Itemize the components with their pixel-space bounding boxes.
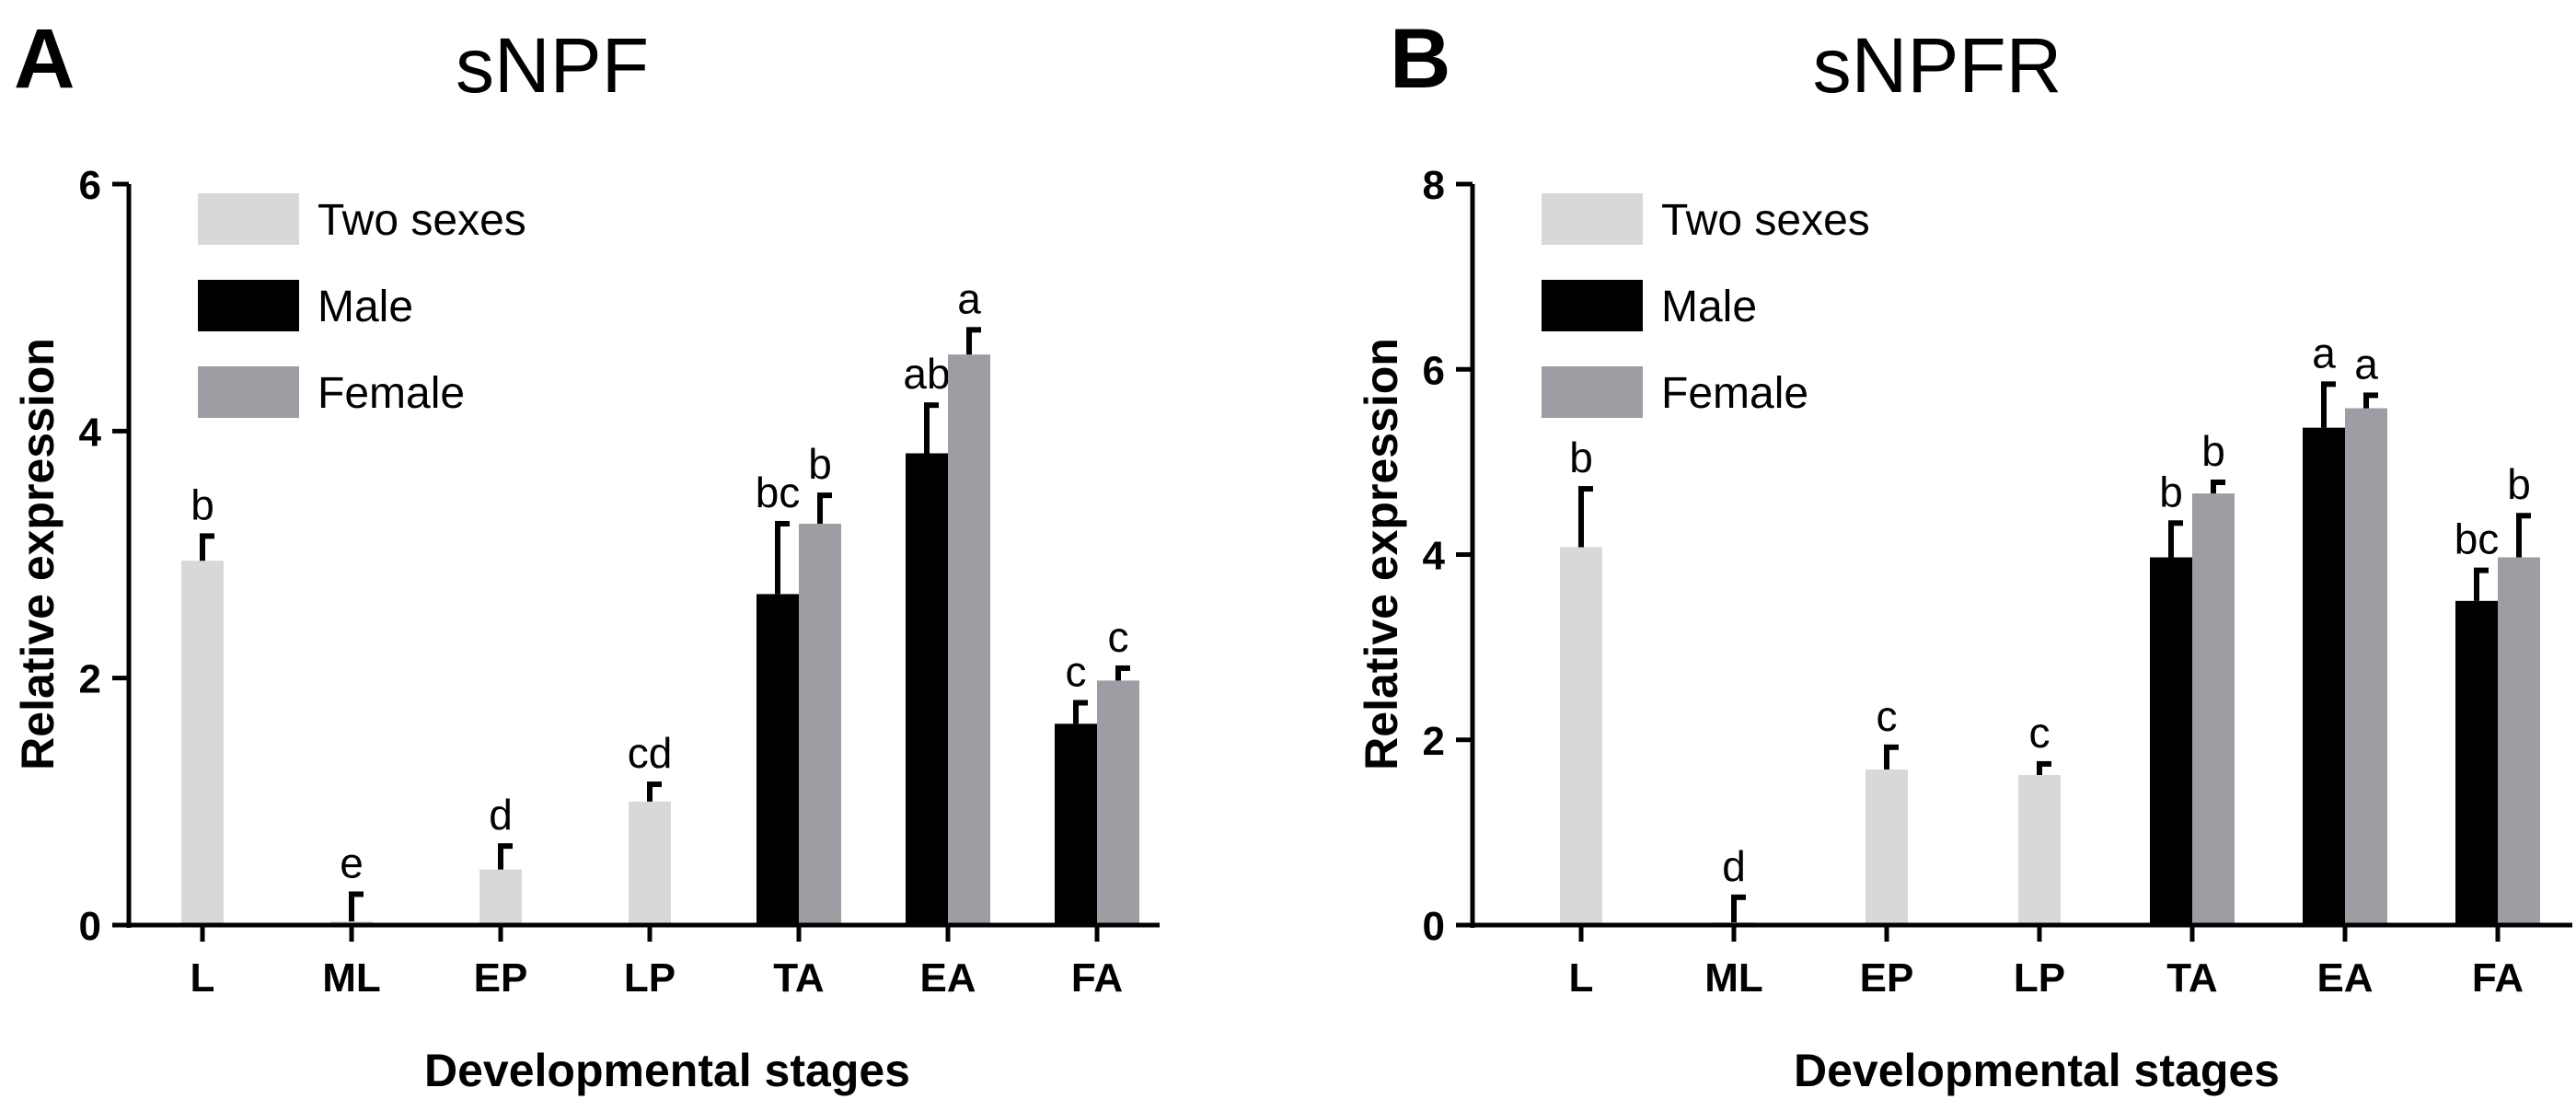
legend-swatch <box>198 193 299 245</box>
legend-label: Two sexes <box>318 196 526 245</box>
significance-label: b <box>2201 427 2225 475</box>
panel-b: B sNPFR Relative expression Developmenta… <box>1288 0 2576 1111</box>
y-tick-label: 2 <box>1423 719 1445 764</box>
significance-label: a <box>2354 340 2378 388</box>
x-tick-label: EP <box>1860 955 1914 1001</box>
panel-label: B <box>1390 12 1450 106</box>
significance-label: bc <box>756 469 801 516</box>
legend-label: Male <box>318 283 413 331</box>
x-axis-label: Developmental stages <box>424 1045 910 1096</box>
bar <box>1560 547 1602 925</box>
bar <box>2192 493 2235 925</box>
bar <box>2455 600 2498 925</box>
y-tick-label: 2 <box>79 657 101 702</box>
bar <box>799 523 841 925</box>
y-axis-label: Relative expression <box>1356 338 1407 770</box>
legend-label: Female <box>318 369 465 418</box>
significance-label: bc <box>2455 515 2500 563</box>
y-tick-label: 6 <box>79 163 101 208</box>
legend-label: Female <box>1661 369 1808 418</box>
significance-label: a <box>957 274 981 322</box>
x-tick-label: EA <box>919 955 976 1001</box>
bar <box>1866 769 1908 925</box>
x-tick-label: TA <box>2166 955 2217 1001</box>
bar <box>2018 774 2061 925</box>
panel-a: A sNPF Relative expression Developmental… <box>12 12 1160 1096</box>
chart-title: sNPFR <box>1813 22 2062 109</box>
legend: Two sexes Male Female <box>198 193 526 418</box>
x-tick-label: L <box>1569 955 1594 1001</box>
significance-label: b <box>808 440 832 488</box>
bar <box>2345 408 2387 925</box>
legend: Two sexes Male Female <box>1542 193 1870 418</box>
plot-area: Two sexes Male Female b e d cd bc ab c b a c 0 2 4 6 L ML E… <box>79 163 1160 1001</box>
legend-swatch <box>198 280 299 331</box>
bar <box>2303 427 2345 925</box>
legend-swatch <box>1542 280 1643 331</box>
legend-swatch <box>1542 193 1643 245</box>
significance-label: b <box>1569 434 1593 481</box>
x-tick-label: FA <box>1071 955 1123 1001</box>
y-tick-label: 4 <box>1423 534 1446 579</box>
significance-label: e <box>340 839 364 886</box>
bar <box>181 561 224 925</box>
bar <box>2150 557 2192 925</box>
y-tick-label: 0 <box>79 904 101 949</box>
legend-swatch <box>1542 366 1643 418</box>
significance-label: c <box>1877 692 1898 740</box>
significance-label: c <box>1108 613 1129 661</box>
x-tick-label: L <box>191 955 215 1001</box>
significance-label: c <box>1066 648 1087 696</box>
significance-label: d <box>1722 842 1746 890</box>
significance-label: c <box>2029 709 2050 757</box>
significance-label: b <box>2159 468 2183 515</box>
significance-label: d <box>489 791 513 839</box>
x-tick-label: LP <box>2014 955 2065 1001</box>
significance-label: ab <box>903 350 950 398</box>
bar <box>629 801 671 925</box>
bar <box>2498 557 2540 925</box>
x-tick-label: TA <box>773 955 824 1001</box>
panel-label: A <box>14 12 75 106</box>
chart-title: sNPF <box>456 22 649 109</box>
x-tick-label: FA <box>2472 955 2524 1001</box>
legend-label: Male <box>1661 283 1757 331</box>
significance-label: b <box>191 480 214 528</box>
bar <box>757 594 799 925</box>
y-tick-label: 0 <box>1423 904 1445 949</box>
significance-label: a <box>2312 329 2336 376</box>
x-tick-label: ML <box>1704 955 1763 1001</box>
x-tick-label: LP <box>624 955 676 1001</box>
x-tick-label: ML <box>322 955 381 1001</box>
bar <box>1097 680 1139 925</box>
chart-svg-a: A sNPF Relative expression Developmental… <box>12 12 1160 1096</box>
legend-swatch <box>198 366 299 418</box>
y-tick-label: 4 <box>79 410 102 455</box>
significance-label: cd <box>628 729 673 777</box>
y-axis-label: Relative expression <box>12 338 64 770</box>
bar <box>948 354 990 925</box>
y-tick-label: 8 <box>1423 163 1445 208</box>
legend-label: Two sexes <box>1661 196 1870 245</box>
bar <box>906 453 948 925</box>
x-axis-label: Developmental stages <box>1794 1045 2280 1096</box>
significance-label: b <box>2507 460 2531 508</box>
bar <box>479 869 522 925</box>
x-tick-label: EA <box>2316 955 2373 1001</box>
bar <box>1055 723 1097 925</box>
x-tick-label: EP <box>474 955 528 1001</box>
y-tick-label: 6 <box>1423 348 1445 393</box>
chart-svg-b: B sNPFR Relative expression Developmenta… <box>1356 12 2572 1096</box>
